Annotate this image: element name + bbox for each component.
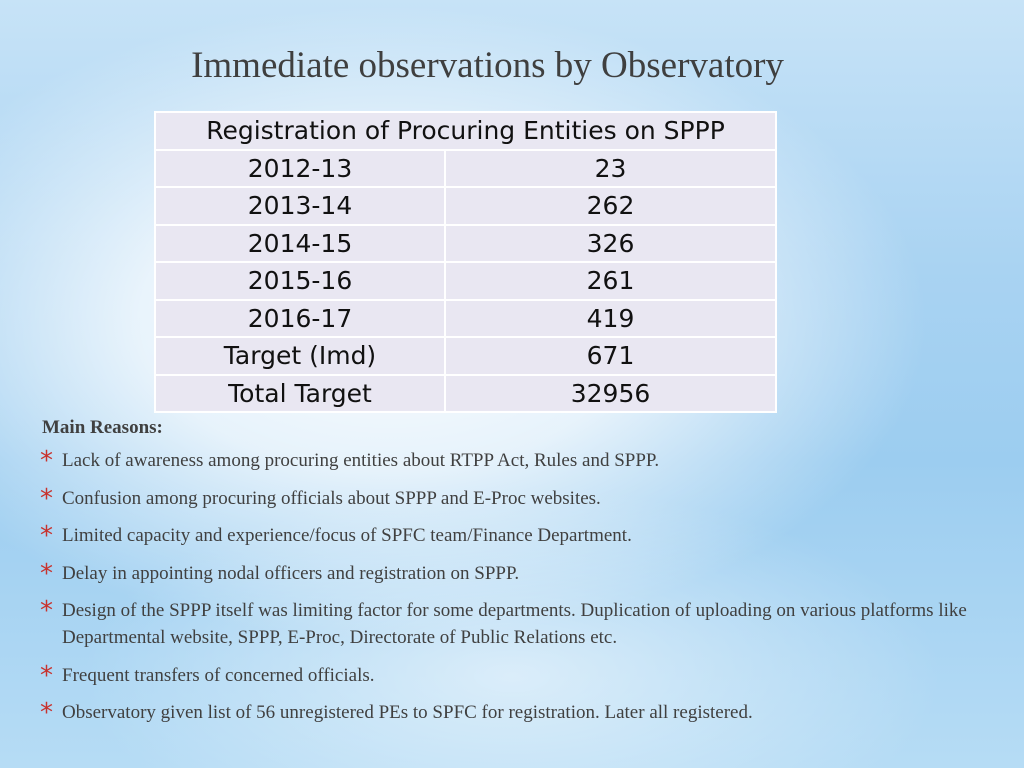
- reason-text: Observatory given list of 56 unregistere…: [62, 702, 753, 723]
- table-row: 2014-15 326: [154, 223, 777, 263]
- count-cell: 23: [444, 148, 777, 188]
- table-row: Total Target 32956: [154, 373, 777, 413]
- table-header-row: Registration of Procuring Entities on SP…: [154, 111, 777, 151]
- year-cell: Total Target: [154, 373, 446, 413]
- count-cell: 671: [444, 336, 777, 376]
- count-cell: 261: [444, 261, 777, 301]
- main-reasons-section: Main Reasons: * Lack of awareness among p…: [40, 417, 1000, 737]
- bullet-asterisk-icon: *: [40, 698, 53, 728]
- bullet-asterisk-icon: *: [40, 660, 53, 691]
- count-cell: 419: [444, 298, 777, 338]
- reason-text: Confusion among procuring officials abou…: [62, 487, 601, 509]
- table-row: 2015-16 261: [154, 261, 777, 301]
- reason-item: * Delay in appointing nodal officers and …: [40, 560, 1000, 587]
- year-cell: 2016-17: [154, 298, 446, 338]
- table-row: 2013-14 262: [154, 186, 777, 226]
- table-row: 2016-17 419: [154, 298, 777, 338]
- bullet-asterisk-icon: *: [40, 521, 53, 551]
- reason-text: Lack of awareness among procuring entiti…: [62, 450, 660, 471]
- reason-item: * Frequent transfers of concerned officia…: [40, 662, 1000, 689]
- table-row: Target (Imd) 671: [154, 336, 777, 376]
- main-reasons-heading: Main Reasons:: [42, 417, 163, 438]
- registration-table: Registration of Procuring Entities on SP…: [154, 111, 777, 413]
- year-cell: Target (Imd): [154, 336, 446, 376]
- count-cell: 262: [444, 186, 777, 226]
- table-row: 2012-13 23: [154, 148, 777, 188]
- reason-item: * Limited capacity and experience/focus o…: [40, 521, 1000, 551]
- year-cell: 2015-16: [154, 261, 446, 301]
- reason-item: * Confusion among procuring officials abo…: [40, 485, 1000, 512]
- bullet-asterisk-icon: *: [40, 483, 53, 514]
- bullet-asterisk-icon: *: [40, 596, 53, 626]
- count-cell: 326: [444, 223, 777, 263]
- year-cell: 2014-15: [154, 223, 446, 263]
- reason-text: Design of the SPPP itself was limiting f…: [62, 600, 967, 648]
- year-cell: 2012-13: [154, 148, 446, 188]
- year-cell: 2013-14: [154, 186, 446, 226]
- reason-item: * Design of the SPPP itself was limiting …: [40, 597, 1000, 651]
- bullet-asterisk-icon: *: [40, 558, 53, 589]
- reason-item: * Observatory given list of 56 unregister…: [40, 698, 1000, 728]
- reasons-list: * Lack of awareness among procuring entit…: [40, 446, 1000, 728]
- reason-text: Frequent transfers of concerned official…: [62, 664, 375, 686]
- reason-text: Delay in appointing nodal officers and r…: [62, 562, 520, 584]
- bullet-asterisk-icon: *: [40, 446, 53, 476]
- table-header: Registration of Procuring Entities on SP…: [154, 111, 777, 151]
- reason-item: * Lack of awareness among procuring entit…: [40, 446, 1000, 476]
- count-cell: 32956: [444, 373, 777, 413]
- slide-title: Immediate observations by Observatory: [191, 45, 784, 86]
- reason-text: Limited capacity and experience/focus of…: [62, 525, 632, 546]
